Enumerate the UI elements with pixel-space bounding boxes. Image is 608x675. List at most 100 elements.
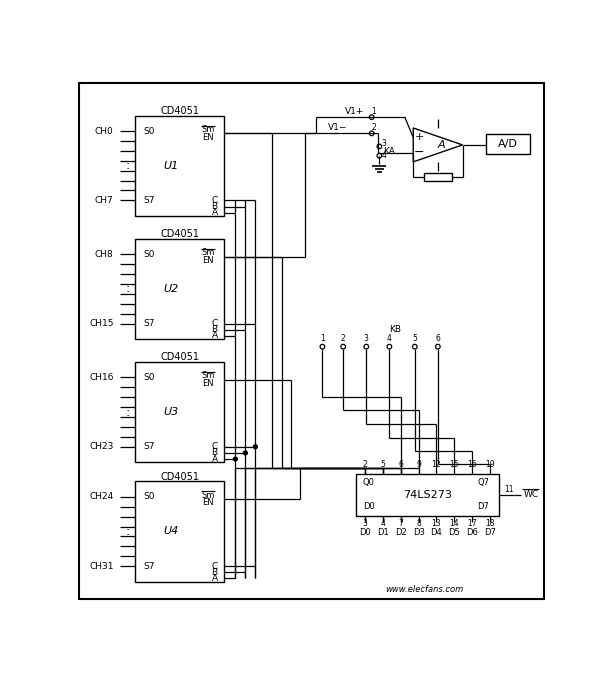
Bar bbox=[135, 362, 224, 462]
Text: C: C bbox=[212, 562, 218, 570]
Text: CH24: CH24 bbox=[89, 492, 114, 502]
Text: V1−: V1− bbox=[328, 124, 347, 132]
Text: CH7: CH7 bbox=[95, 196, 114, 205]
Text: CD4051: CD4051 bbox=[160, 106, 199, 116]
Text: 4: 4 bbox=[381, 519, 385, 529]
Text: 6: 6 bbox=[435, 334, 440, 344]
Text: 1: 1 bbox=[371, 107, 376, 115]
Text: B: B bbox=[212, 325, 218, 334]
Circle shape bbox=[254, 445, 257, 449]
Text: 2: 2 bbox=[341, 334, 345, 344]
Text: 11: 11 bbox=[504, 485, 514, 494]
Text: A: A bbox=[212, 208, 218, 217]
Text: CH15: CH15 bbox=[89, 319, 114, 328]
Text: CH23: CH23 bbox=[89, 442, 114, 452]
Text: CD4051: CD4051 bbox=[160, 472, 199, 482]
Text: S7: S7 bbox=[143, 442, 155, 452]
Text: C: C bbox=[212, 319, 218, 328]
Circle shape bbox=[243, 451, 247, 455]
Text: A: A bbox=[212, 454, 218, 464]
Text: 12: 12 bbox=[432, 460, 441, 469]
Text: B: B bbox=[212, 448, 218, 458]
Text: A: A bbox=[212, 574, 218, 583]
Text: CH31: CH31 bbox=[89, 562, 114, 570]
Text: EN: EN bbox=[202, 379, 214, 388]
Text: D7: D7 bbox=[477, 502, 489, 511]
Text: 2: 2 bbox=[363, 460, 368, 469]
Text: D4: D4 bbox=[430, 529, 442, 537]
Text: V1+: V1+ bbox=[345, 107, 364, 116]
Text: 16: 16 bbox=[467, 460, 477, 469]
Text: 7: 7 bbox=[398, 519, 403, 529]
Text: B: B bbox=[212, 202, 218, 211]
Text: EN: EN bbox=[202, 133, 214, 142]
Text: S0: S0 bbox=[143, 126, 155, 136]
Text: Sm: Sm bbox=[202, 371, 215, 381]
Text: :: : bbox=[125, 406, 130, 418]
Text: S0: S0 bbox=[143, 373, 155, 382]
Text: CD4051: CD4051 bbox=[160, 352, 199, 362]
Bar bbox=[135, 115, 224, 216]
Text: 15: 15 bbox=[449, 460, 459, 469]
Text: 9: 9 bbox=[416, 460, 421, 469]
Text: A/D: A/D bbox=[498, 139, 518, 149]
Circle shape bbox=[233, 457, 237, 461]
Text: 3: 3 bbox=[363, 519, 368, 529]
Text: WC: WC bbox=[523, 490, 539, 500]
Text: www.elecfans.com: www.elecfans.com bbox=[385, 585, 463, 595]
Text: 2: 2 bbox=[371, 123, 376, 132]
Text: 3: 3 bbox=[364, 334, 368, 344]
Bar bbox=[135, 239, 224, 339]
Text: :: : bbox=[125, 282, 130, 296]
Text: U3: U3 bbox=[163, 407, 178, 417]
Text: 3: 3 bbox=[382, 139, 387, 148]
Text: :: : bbox=[125, 159, 130, 172]
Text: D7: D7 bbox=[484, 529, 496, 537]
Text: 1: 1 bbox=[320, 334, 325, 344]
Text: 74LS273: 74LS273 bbox=[403, 490, 452, 500]
Text: 5: 5 bbox=[412, 334, 417, 344]
Text: CH16: CH16 bbox=[89, 373, 114, 382]
Text: 19: 19 bbox=[485, 460, 495, 469]
Text: C: C bbox=[212, 196, 218, 205]
Text: U2: U2 bbox=[163, 284, 178, 294]
Bar bbox=[135, 481, 224, 581]
Text: KB: KB bbox=[390, 325, 401, 334]
Text: +: + bbox=[415, 132, 424, 142]
Text: 17: 17 bbox=[467, 519, 477, 529]
Text: D5: D5 bbox=[448, 529, 460, 537]
Text: Sm: Sm bbox=[202, 491, 215, 500]
Text: D6: D6 bbox=[466, 529, 478, 537]
Text: D2: D2 bbox=[395, 529, 407, 537]
Text: 13: 13 bbox=[432, 519, 441, 529]
Text: 4: 4 bbox=[387, 334, 392, 344]
Text: Q7: Q7 bbox=[477, 479, 489, 487]
Text: Q0: Q0 bbox=[362, 479, 375, 487]
Text: S0: S0 bbox=[143, 492, 155, 502]
Text: U1: U1 bbox=[163, 161, 178, 171]
Text: 6: 6 bbox=[398, 460, 403, 469]
Bar bbox=[424, 173, 452, 181]
Text: 18: 18 bbox=[485, 519, 494, 529]
Text: Sm: Sm bbox=[202, 125, 215, 134]
Text: C: C bbox=[212, 442, 218, 452]
Bar bbox=[356, 474, 499, 516]
Bar bbox=[486, 134, 530, 154]
Text: S7: S7 bbox=[143, 319, 155, 328]
Text: CH8: CH8 bbox=[95, 250, 114, 259]
Text: S7: S7 bbox=[143, 562, 155, 570]
Text: −: − bbox=[414, 146, 424, 159]
Text: KA: KA bbox=[383, 146, 395, 155]
Text: D0: D0 bbox=[359, 529, 371, 537]
Text: 4: 4 bbox=[382, 151, 387, 160]
Text: D3: D3 bbox=[413, 529, 424, 537]
Text: 5: 5 bbox=[381, 460, 385, 469]
Text: 14: 14 bbox=[449, 519, 459, 529]
Text: B: B bbox=[212, 568, 218, 576]
Text: S0: S0 bbox=[143, 250, 155, 259]
Text: Sm: Sm bbox=[202, 248, 215, 257]
Text: EN: EN bbox=[202, 498, 214, 508]
Text: 8: 8 bbox=[416, 519, 421, 529]
Text: CH0: CH0 bbox=[95, 126, 114, 136]
Text: U4: U4 bbox=[163, 526, 178, 537]
